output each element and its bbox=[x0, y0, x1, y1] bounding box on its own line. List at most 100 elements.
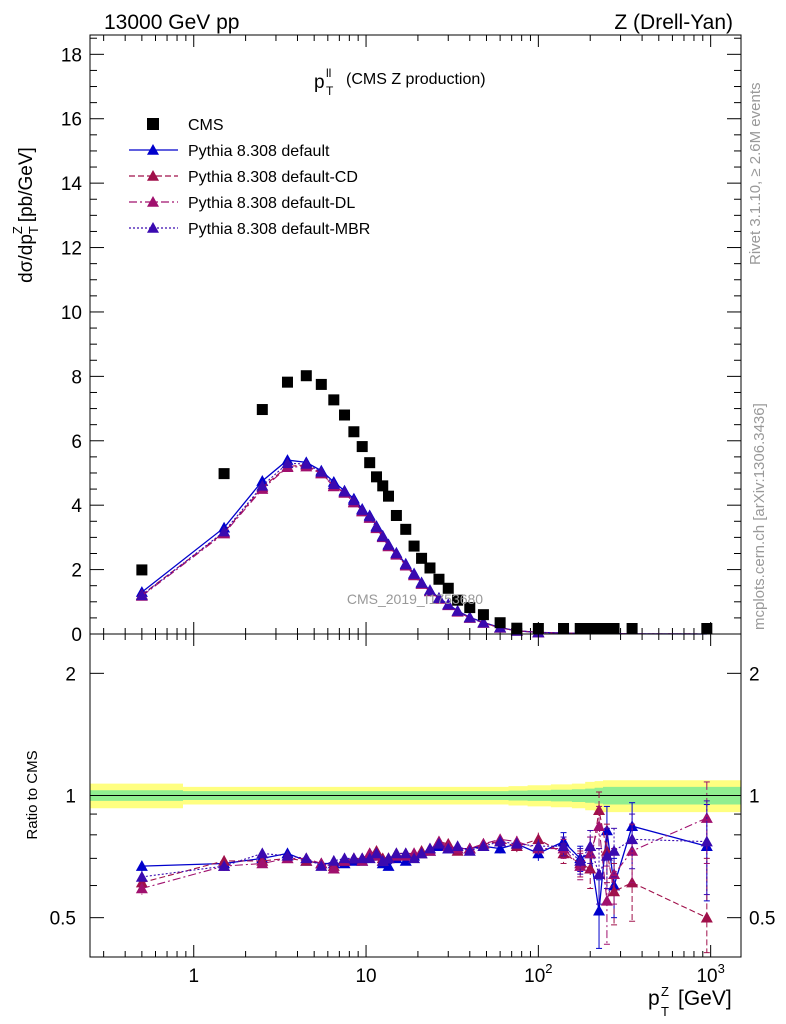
mcplots-label: mcplots.cern.ch [arXiv:1306.3436] bbox=[751, 403, 768, 630]
title-rest: (CMS Z production) bbox=[346, 71, 486, 88]
legend-label-mbr: Pythia 8.308 default-MBR bbox=[188, 221, 370, 238]
ratio-point-mbr bbox=[347, 852, 360, 864]
main-point-mbr bbox=[376, 530, 389, 542]
ratio-point-mbr bbox=[300, 852, 313, 864]
title-sub: T bbox=[326, 84, 334, 98]
svg-text:dσ/dpTZ[pb/GeV]: dσ/dpTZ [pb/GeV] bbox=[10, 147, 41, 283]
y-tick-label-main: 8 bbox=[71, 367, 82, 388]
title-p: p bbox=[314, 72, 325, 93]
svg-text:p: p bbox=[648, 987, 660, 1010]
main-panel bbox=[90, 35, 741, 638]
main-point-cms bbox=[452, 594, 464, 606]
main-point-mbr bbox=[356, 504, 369, 515]
ratio-point-cd bbox=[700, 911, 713, 923]
main-point-mbr bbox=[463, 611, 476, 623]
ratio-point-mbr bbox=[408, 852, 421, 864]
main-point-mbr bbox=[256, 479, 269, 491]
main-line-dl bbox=[141, 465, 707, 635]
legend-marker-dl bbox=[147, 196, 159, 207]
main-point-cms bbox=[608, 623, 620, 634]
main-line-default bbox=[141, 459, 707, 635]
main-point-cms bbox=[424, 562, 436, 574]
ratio-point-mbr bbox=[382, 852, 395, 864]
ratio-point-mbr bbox=[574, 854, 587, 866]
ratio-point-mbr bbox=[557, 840, 570, 852]
xlabel-sub: T bbox=[661, 1004, 669, 1019]
ratio-frame bbox=[89, 633, 742, 958]
ratio-panel bbox=[90, 634, 741, 958]
ylabel-sub: T bbox=[26, 226, 41, 234]
y-tick-label-ratio: 2 bbox=[65, 664, 76, 685]
y-tick-label-main: 18 bbox=[61, 45, 82, 66]
y-tick-label-main: 14 bbox=[61, 174, 83, 195]
ratio-point-mbr bbox=[415, 847, 428, 859]
main-point-mbr bbox=[218, 525, 231, 537]
ratio-point-cd bbox=[135, 876, 148, 888]
main-point-cms bbox=[315, 378, 327, 390]
y-tick-label-main: 0 bbox=[71, 625, 82, 646]
main-point-mbr bbox=[451, 605, 464, 616]
ratio-point-mbr bbox=[135, 870, 148, 882]
main-point-cms bbox=[400, 523, 412, 535]
main-point-mbr bbox=[347, 494, 360, 506]
y-tick-label-main: 4 bbox=[71, 496, 82, 517]
ratio-point-mbr bbox=[390, 847, 403, 859]
main-point-cms bbox=[218, 468, 230, 480]
y-tick-label-ratio: 0.5 bbox=[50, 909, 76, 930]
ratio-point-mbr bbox=[256, 847, 269, 859]
ylabel-text: dσ/dp bbox=[16, 234, 37, 283]
legend-marker-cd bbox=[147, 170, 159, 181]
main-point-cms bbox=[477, 609, 489, 621]
svg-text:p: p bbox=[314, 72, 325, 93]
ratio-point-mbr bbox=[281, 849, 294, 861]
main-point-mbr bbox=[300, 457, 313, 469]
ratio-point-mbr bbox=[494, 835, 507, 847]
ratio-point-mbr bbox=[608, 844, 621, 856]
legend-marker-cms bbox=[147, 118, 159, 130]
main-point-mbr bbox=[135, 589, 148, 601]
main-point-cms bbox=[494, 617, 506, 629]
ratio-point-mbr bbox=[700, 835, 713, 847]
y-tick-label-main: 6 bbox=[71, 432, 82, 453]
main-point-cms bbox=[558, 623, 570, 634]
ratio-point-dl bbox=[327, 862, 340, 874]
main-point-cms bbox=[408, 540, 420, 552]
y-tick-label-ratio-right: 0.5 bbox=[749, 909, 775, 930]
header-left: 13000 GeV pp bbox=[104, 11, 239, 34]
main-point-cms bbox=[701, 623, 713, 634]
watermark: CMS_2019_I1753680 bbox=[347, 591, 483, 607]
main-point-cms bbox=[584, 623, 596, 634]
main-point-cms bbox=[442, 582, 454, 594]
main-point-cms bbox=[593, 623, 605, 634]
legend-label-default: Pythia 8.308 default bbox=[188, 143, 330, 160]
main-point-cms bbox=[281, 376, 293, 388]
x-tick-label: 103 bbox=[696, 961, 724, 987]
ratio-point-mbr bbox=[451, 840, 464, 852]
ratio-point-default bbox=[593, 904, 606, 916]
main-point-mbr bbox=[423, 584, 436, 596]
main-point-cms bbox=[339, 409, 351, 421]
main-line-mbr bbox=[141, 462, 707, 635]
ratio-point-mbr bbox=[327, 854, 340, 866]
main-point-mbr bbox=[338, 485, 351, 497]
main-point-cms bbox=[364, 457, 376, 469]
main-point-cms bbox=[574, 623, 586, 634]
ratio-point-mbr bbox=[626, 833, 639, 845]
main-line-cd bbox=[141, 464, 707, 635]
main-point-cms bbox=[356, 441, 368, 453]
legend-marker-default bbox=[147, 144, 159, 155]
main-ylabel: dσ/dpTZ [pb/GeV] bbox=[10, 147, 41, 283]
xlabel-sup: Z bbox=[661, 984, 669, 999]
ratio-point-dl bbox=[584, 847, 597, 859]
ratio-point-default bbox=[494, 842, 507, 854]
main-point-cms bbox=[464, 602, 476, 614]
ratio-point-mbr bbox=[593, 868, 606, 879]
main-point-cms bbox=[532, 623, 544, 634]
ratio-point-cd bbox=[532, 833, 545, 845]
header-right: Z (Drell-Yan) bbox=[614, 11, 733, 34]
ratio-point-dl bbox=[600, 894, 613, 906]
x-tick-label: 10 bbox=[355, 966, 376, 987]
y-tick-label-main: 10 bbox=[61, 303, 82, 324]
plot-title: p ll T (CMS Z production) bbox=[314, 66, 486, 98]
main-point-cms bbox=[601, 623, 613, 634]
